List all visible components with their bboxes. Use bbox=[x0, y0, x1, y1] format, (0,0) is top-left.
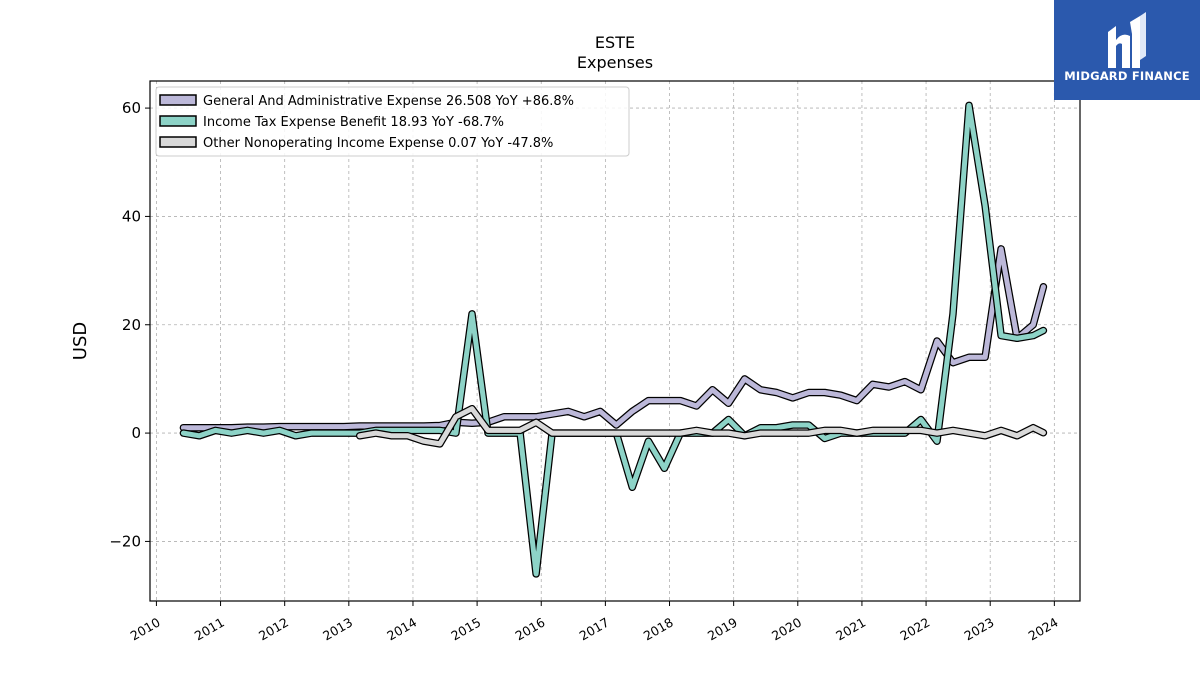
series-line-outline bbox=[179, 245, 1048, 432]
x-tick-label: 2019 bbox=[705, 615, 740, 644]
x-tick-label: 2023 bbox=[961, 615, 996, 644]
x-tick-label: 2012 bbox=[256, 615, 291, 644]
legend-swatch bbox=[159, 136, 197, 148]
y-tick-label: 40 bbox=[122, 207, 141, 225]
x-tick-label: 2024 bbox=[1026, 615, 1061, 644]
y-tick-label: −20 bbox=[109, 532, 141, 550]
x-tick-label: 2021 bbox=[833, 615, 868, 644]
logo-text: MIDGARD FINANCE bbox=[1064, 69, 1190, 83]
y-tick-label: 0 bbox=[131, 424, 141, 442]
x-tick-label: 2011 bbox=[192, 615, 227, 644]
y-tick-label: 20 bbox=[122, 316, 141, 334]
x-tick-label: 2015 bbox=[448, 615, 483, 644]
series-line-1 bbox=[180, 102, 1046, 577]
legend-label: Income Tax Expense Benefit 18.93 YoY -68… bbox=[203, 115, 504, 130]
x-tick-label: 2016 bbox=[512, 615, 547, 644]
x-tick-label: 2018 bbox=[641, 615, 676, 644]
legend-label: General And Administrative Expense 26.50… bbox=[203, 94, 574, 109]
x-tick-label: 2010 bbox=[128, 615, 163, 644]
legend-swatch bbox=[159, 115, 197, 127]
x-tick-label: 2020 bbox=[769, 615, 804, 644]
x-tick-label: 2013 bbox=[320, 615, 355, 644]
chart-subtitle: Expenses bbox=[577, 53, 653, 72]
legend-label: Other Nonoperating Income Expense 0.07 Y… bbox=[203, 136, 553, 151]
series-layer bbox=[179, 101, 1048, 578]
legend: General And Administrative Expense 26.50… bbox=[155, 86, 630, 157]
x-tick-label: 2022 bbox=[897, 615, 932, 644]
legend-box bbox=[155, 86, 630, 157]
series-line-0 bbox=[180, 246, 1046, 431]
axes: 2010 2011 2012 2013 2014 2015 2016 2017 2018 2019… bbox=[109, 99, 1060, 643]
y-axis-label: USD bbox=[70, 322, 91, 360]
x-tick-label: 2014 bbox=[384, 615, 419, 644]
plot-frame bbox=[149, 80, 1081, 602]
series-line-outline bbox=[179, 101, 1048, 578]
y-tick-label: 60 bbox=[122, 99, 141, 117]
chart-title: ESTE bbox=[595, 33, 635, 52]
legend-swatch bbox=[159, 94, 197, 106]
logo-mark-icon bbox=[1108, 12, 1146, 68]
series-line-2 bbox=[357, 406, 1046, 447]
brand-logo: MIDGARD FINANCE bbox=[1054, 0, 1200, 100]
x-tick-label: 2017 bbox=[577, 615, 612, 644]
